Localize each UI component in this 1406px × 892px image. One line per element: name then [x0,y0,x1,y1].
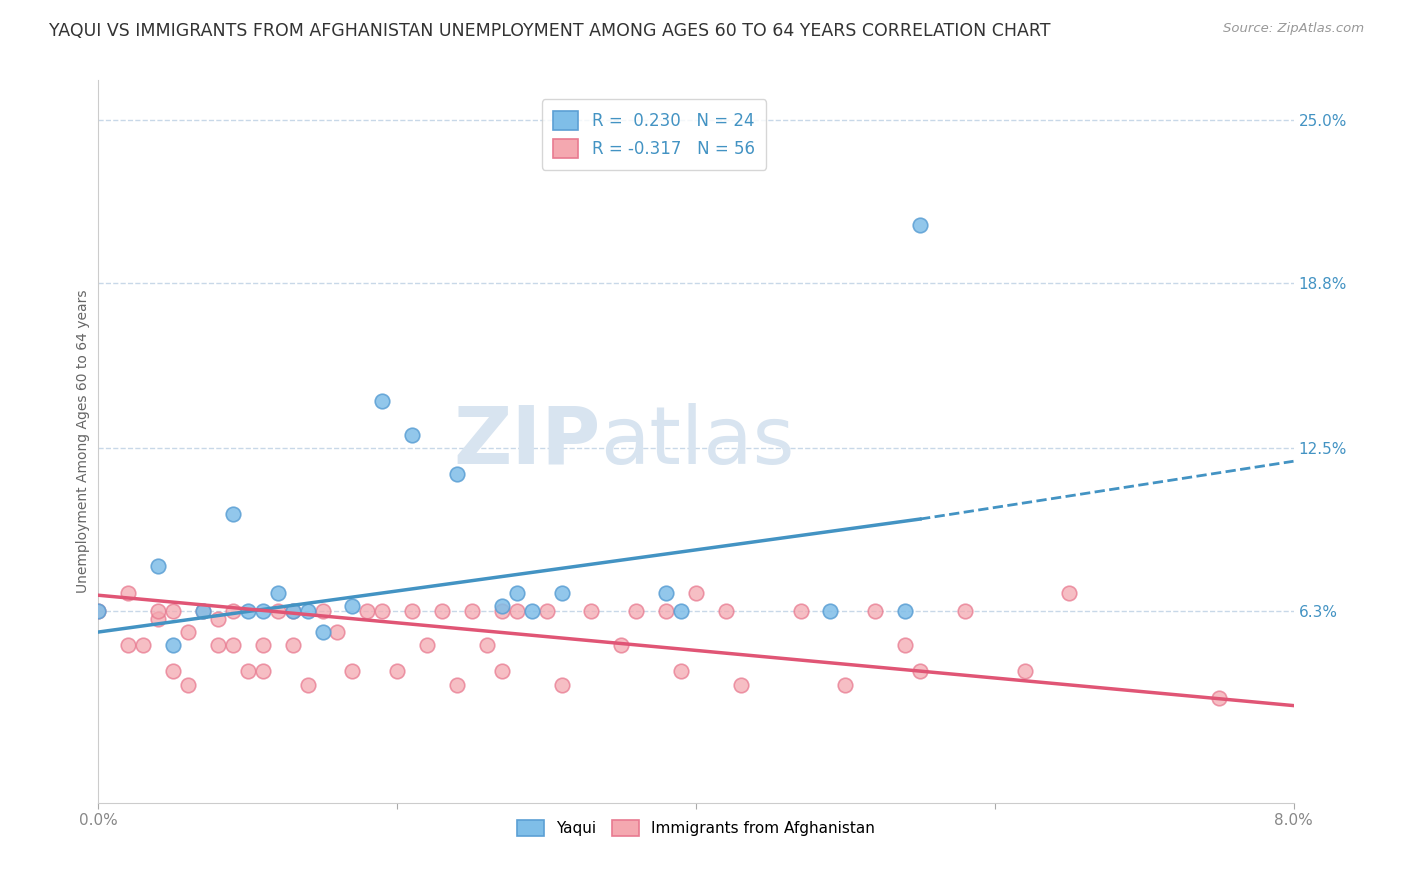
Point [191,604,214,618]
Point [281,604,304,618]
Point [430,604,453,618]
Point [207,612,229,626]
Point [87,604,110,618]
Point [894,638,917,652]
Y-axis label: Unemployment Among Ages 60 to 64 years: Unemployment Among Ages 60 to 64 years [76,290,90,593]
Point [865,604,887,618]
Point [416,638,439,652]
Point [401,428,423,442]
Point [669,665,692,679]
Point [446,677,468,691]
Point [117,585,139,599]
Point [177,677,200,691]
Point [491,599,513,613]
Point [685,585,707,599]
Point [894,604,917,618]
Point [236,604,259,618]
Point [371,604,394,618]
Point [117,638,139,652]
Point [222,638,245,652]
Point [326,625,349,640]
Point [148,612,170,626]
Point [1059,585,1081,599]
Point [236,665,259,679]
Point [908,218,931,232]
Point [162,638,184,652]
Point [536,604,558,618]
Point [730,677,752,691]
Point [191,604,214,618]
Point [655,604,678,618]
Point [789,604,811,618]
Point [506,604,529,618]
Text: YAQUI VS IMMIGRANTS FROM AFGHANISTAN UNEMPLOYMENT AMONG AGES 60 TO 64 YEARS CORR: YAQUI VS IMMIGRANTS FROM AFGHANISTAN UNE… [49,22,1050,40]
Point [252,665,274,679]
Point [222,507,245,521]
Point [475,638,498,652]
Point [626,604,648,618]
Point [342,599,364,613]
Point [550,677,572,691]
Point [446,467,468,482]
Point [820,604,842,618]
Point [342,665,364,679]
Point [267,604,290,618]
Point [356,604,378,618]
Point [207,638,229,652]
Point [1208,690,1230,705]
Point [281,638,304,652]
Point [222,604,245,618]
Text: ZIP: ZIP [453,402,600,481]
Point [297,604,319,618]
Point [267,585,290,599]
Point [177,625,200,640]
Point [491,665,513,679]
Point [311,604,333,618]
Point [162,604,184,618]
Point [311,625,333,640]
Point [371,393,394,408]
Point [714,604,737,618]
Point [148,559,170,574]
Point [581,604,603,618]
Point [281,604,304,618]
Point [162,665,184,679]
Point [252,604,274,618]
Point [655,585,678,599]
Point [461,604,484,618]
Point [520,604,543,618]
Text: atlas: atlas [600,402,794,481]
Point [148,604,170,618]
Point [506,585,529,599]
Point [610,638,633,652]
Point [132,638,155,652]
Legend: R =  0.230   N = 24, R = -0.317   N = 56: R = 0.230 N = 24, R = -0.317 N = 56 [541,99,766,169]
Point [87,604,110,618]
Point [297,677,319,691]
Point [401,604,423,618]
Point [834,677,856,691]
Point [908,665,931,679]
Point [252,638,274,652]
Text: Source: ZipAtlas.com: Source: ZipAtlas.com [1223,22,1364,36]
Point [385,665,409,679]
Point [550,585,572,599]
Point [953,604,976,618]
Point [491,604,513,618]
Point [1014,665,1036,679]
Point [669,604,692,618]
